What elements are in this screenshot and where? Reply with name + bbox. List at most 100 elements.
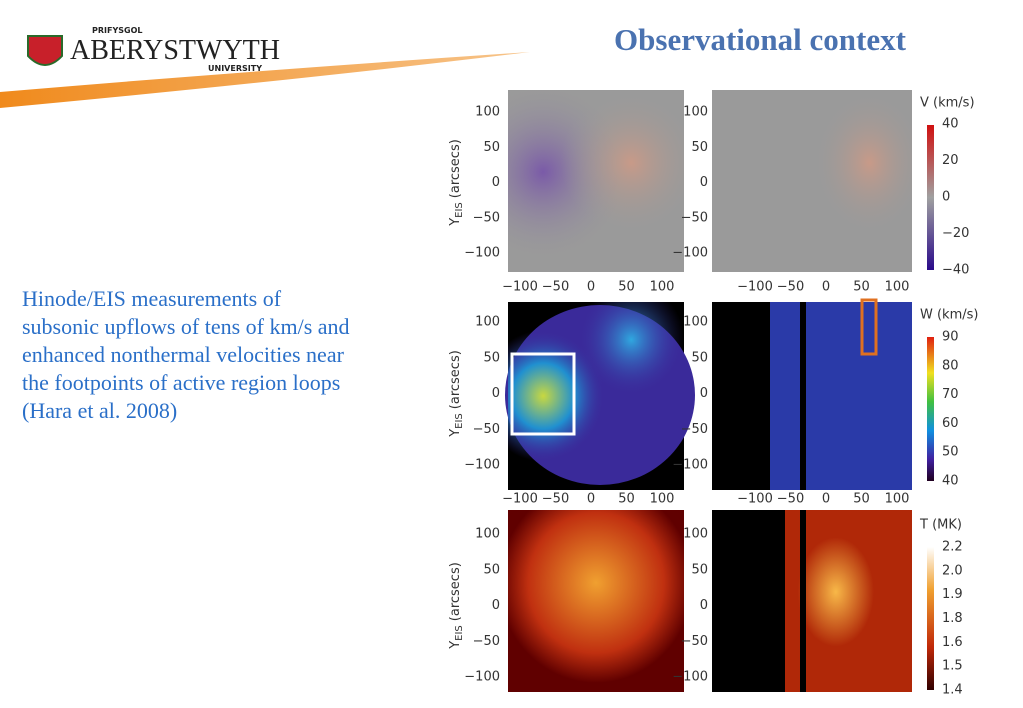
colorbar-tick-label: −20 (942, 226, 969, 241)
panel-gap (800, 302, 806, 490)
x-tick-label: 0 (587, 492, 595, 507)
y-tick-label: 0 (700, 386, 708, 401)
x-tick-label: −50 (777, 492, 804, 507)
y-tick-label: 0 (492, 175, 500, 190)
body-line: subsonic upflows of tens of km/s and (22, 314, 350, 339)
colorbar (927, 125, 934, 270)
colorbar-tick-label: 50 (942, 445, 959, 460)
y-tick-label: 50 (691, 350, 708, 365)
highlight-box (510, 352, 576, 436)
y-tick-label: 100 (475, 315, 500, 330)
y-tick-label: −100 (672, 458, 708, 473)
colorbar-tick-label: 1.6 (942, 635, 963, 650)
body-line: the footpoints of active region loops (22, 370, 340, 395)
x-tick-label: −100 (737, 492, 773, 507)
body-text: Hinode/EIS measurements of subsonic upflo… (22, 286, 350, 423)
x-tick-label: −100 (737, 280, 773, 295)
x-tick-label: 0 (822, 492, 830, 507)
colorbar-tick-label: 1.8 (942, 611, 963, 626)
y-tick-label: 0 (700, 175, 708, 190)
axis-label-part: (arcsecs) (448, 350, 463, 409)
y-tick-label: −50 (681, 422, 708, 437)
x-tick-label: 100 (650, 280, 675, 295)
x-tick-label: −50 (542, 492, 569, 507)
y-tick-label: 50 (483, 350, 500, 365)
y-tick-label: −100 (464, 458, 500, 473)
colorbar-title: W (km/s) (920, 308, 978, 323)
colorbar-tick-label: −40 (942, 263, 969, 278)
y-tick-label: −50 (681, 210, 708, 225)
x-tick-label: 50 (853, 492, 870, 507)
y-tick-label: 100 (683, 105, 708, 120)
x-tick-label: 50 (853, 280, 870, 295)
panel (508, 510, 684, 692)
colorbar-title: T (MK) (919, 518, 962, 533)
y-tick-label: 100 (683, 527, 708, 542)
x-tick-label: 0 (587, 280, 595, 295)
colorbar-tick-label: 2.0 (942, 563, 963, 578)
y-tick-label: 0 (492, 598, 500, 613)
y-tick-label: 50 (691, 140, 708, 155)
colorbar-tick-label: 0 (942, 190, 950, 205)
y-tick-label: 50 (483, 562, 500, 577)
panel-shade (508, 302, 684, 490)
y-tick-label: 50 (483, 140, 500, 155)
colorbar-tick-label: 60 (942, 416, 959, 431)
colorbar-tick-label: 20 (942, 153, 959, 168)
axis-label-part: EIS (454, 413, 465, 429)
axis-label-part: Y (448, 218, 463, 227)
panel-shade (785, 510, 912, 692)
colorbar (927, 337, 934, 481)
x-tick-label: −50 (777, 280, 804, 295)
body-line: Hinode/EIS measurements of (22, 286, 282, 311)
y-tick-label: −100 (464, 670, 500, 685)
swoosh (0, 52, 530, 108)
y-tick-label: −50 (473, 422, 500, 437)
y-tick-label: −100 (672, 246, 708, 261)
x-tick-label: 50 (618, 492, 635, 507)
colorbar (927, 547, 934, 690)
colorbar-tick-label: 40 (942, 117, 959, 132)
colorbar-tick-label: 1.5 (942, 659, 963, 674)
y-tick-label: −100 (672, 670, 708, 685)
logo-main: ABERYSTWYTH (70, 35, 280, 66)
panel-shade (508, 90, 684, 272)
panel-shade (770, 90, 912, 272)
colorbar-tick-label: 1.4 (942, 683, 963, 698)
panel-shade (770, 302, 912, 490)
x-tick-label: −50 (542, 280, 569, 295)
axis-label-part: (arcsecs) (448, 562, 463, 621)
y-tick-label: −50 (473, 210, 500, 225)
x-tick-label: −100 (502, 492, 538, 507)
y-tick-label: 0 (700, 598, 708, 613)
axis-label-part: Y (448, 641, 463, 650)
highlight-box (860, 298, 878, 356)
logo-sub: UNIVERSITY (208, 64, 262, 73)
y-axis-label: YEIS (arcsecs) (448, 350, 466, 438)
x-tick-label: −100 (502, 280, 538, 295)
x-tick-label: 100 (650, 492, 675, 507)
x-tick-label: 0 (822, 280, 830, 295)
y-tick-label: 100 (683, 315, 708, 330)
y-tick-label: 0 (492, 386, 500, 401)
body-line: enhanced nonthermal velocities near (22, 342, 345, 367)
x-tick-label: 100 (885, 280, 910, 295)
colorbar-tick-label: 1.9 (942, 587, 963, 602)
title: Observational context (614, 22, 907, 57)
colorbar-tick-label: 80 (942, 358, 959, 373)
logo-shield (27, 35, 63, 66)
colorbar-tick-label: 40 (942, 474, 959, 489)
colorbar-title: V (km/s) (920, 96, 975, 111)
axis-label-part: EIS (454, 625, 465, 641)
y-tick-label: 50 (691, 562, 708, 577)
axis-label-part: Y (448, 429, 463, 438)
colorbar-tick-label: 90 (942, 330, 959, 345)
colorbar-tick-label: 2.2 (942, 540, 963, 555)
y-tick-label: 100 (475, 105, 500, 120)
y-tick-label: 100 (475, 527, 500, 542)
y-tick-label: −100 (464, 246, 500, 261)
y-tick-label: −50 (473, 634, 500, 649)
colorbar-tick-label: 70 (942, 387, 959, 402)
